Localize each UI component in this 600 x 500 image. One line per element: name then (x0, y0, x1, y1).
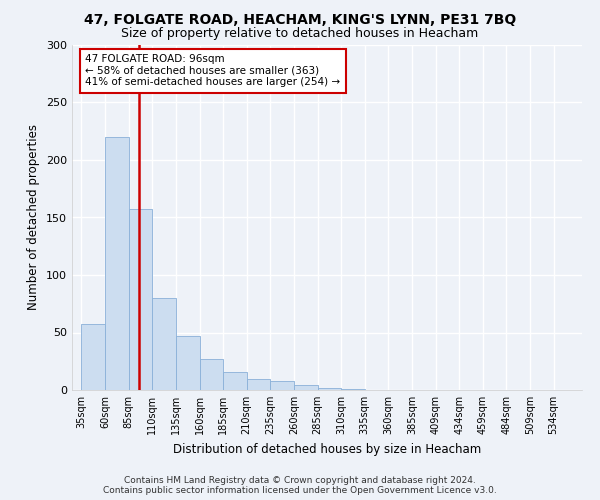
Text: Contains HM Land Registry data © Crown copyright and database right 2024.
Contai: Contains HM Land Registry data © Crown c… (103, 476, 497, 495)
Text: 47 FOLGATE ROAD: 96sqm
← 58% of detached houses are smaller (363)
41% of semi-de: 47 FOLGATE ROAD: 96sqm ← 58% of detached… (85, 54, 340, 88)
Bar (128, 210, 152, 390)
Text: 47, FOLGATE ROAD, HEACHAM, KING'S LYNN, PE31 7BQ: 47, FOLGATE ROAD, HEACHAM, KING'S LYNN, … (84, 12, 516, 26)
Y-axis label: Number of detached properties: Number of detached properties (28, 124, 40, 310)
Bar (341, 389, 365, 390)
Bar (176, 336, 200, 390)
Bar (271, 381, 294, 390)
Bar (105, 137, 128, 390)
Bar (294, 386, 317, 390)
Bar (199, 359, 223, 390)
Bar (247, 378, 271, 390)
X-axis label: Distribution of detached houses by size in Heacham: Distribution of detached houses by size … (173, 442, 481, 456)
Bar (152, 298, 176, 390)
Bar (317, 388, 341, 390)
Bar (223, 372, 247, 390)
Bar (82, 324, 105, 390)
Text: Size of property relative to detached houses in Heacham: Size of property relative to detached ho… (121, 28, 479, 40)
